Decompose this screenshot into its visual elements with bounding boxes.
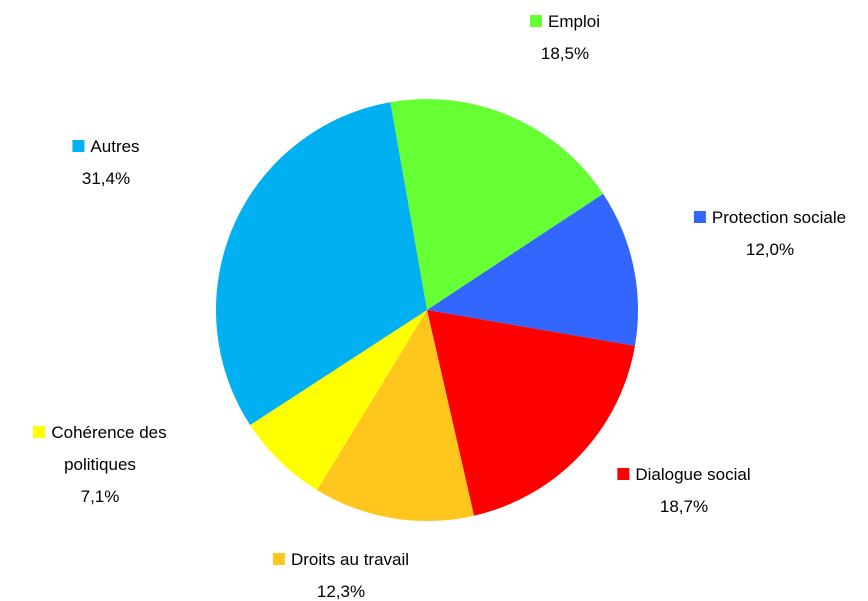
category-label: Emploi <box>548 12 600 31</box>
slice-label: Dialogue social 18,7% <box>617 459 751 523</box>
category-label: Dialogue social <box>635 465 751 484</box>
legend-swatch <box>272 553 285 565</box>
legend-swatch <box>33 426 46 438</box>
pie-slice <box>390 98 604 310</box>
legend-swatch <box>530 15 543 27</box>
value-label: 12,3% <box>316 582 366 601</box>
value-label: 18,5% <box>540 44 590 63</box>
pie-slice <box>427 193 638 346</box>
value-label: 18,7% <box>659 497 709 516</box>
slice-label: Autres 31,4% <box>72 131 140 195</box>
value-label: 31,4% <box>81 169 131 188</box>
legend-swatch <box>693 211 706 223</box>
category-label: Protection sociale <box>711 208 847 227</box>
pie-slice <box>427 310 635 516</box>
category-label: Droits au travail <box>290 550 410 569</box>
legend-swatch <box>72 140 85 152</box>
pie-slice <box>317 310 475 521</box>
slice-label: Cohérence des politiques 7,1% <box>10 417 190 513</box>
slice-label: Emploi 18,5% <box>530 6 600 70</box>
slice-label: Droits au travail 12,3% <box>272 544 410 601</box>
pie-slice <box>250 310 427 491</box>
category-label: Autres <box>90 137 140 156</box>
value-label: 7,1% <box>80 487 120 506</box>
value-label: 12,0% <box>745 240 795 259</box>
category-label: Cohérence des politiques <box>51 423 167 474</box>
legend-swatch <box>617 468 630 480</box>
slice-label: Protection sociale 12,0% <box>693 202 847 266</box>
pie-slice <box>215 102 427 426</box>
